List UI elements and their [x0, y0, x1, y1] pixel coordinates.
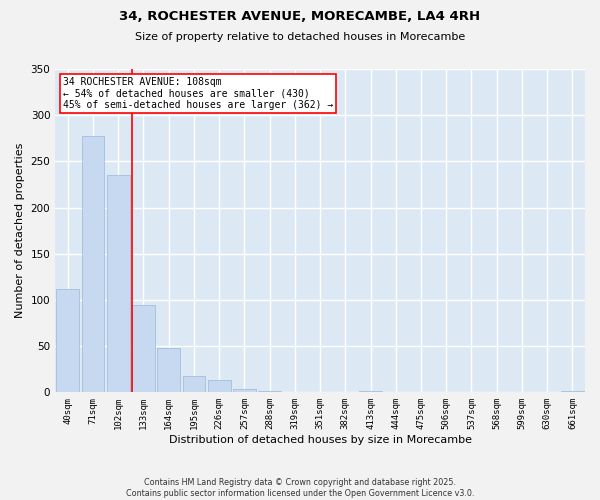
- Bar: [56, 289, 79, 393]
- Bar: [208, 380, 230, 392]
- Bar: [82, 136, 104, 392]
- X-axis label: Distribution of detached houses by size in Morecambe: Distribution of detached houses by size …: [169, 435, 472, 445]
- Bar: [182, 376, 205, 392]
- Text: Contains HM Land Registry data © Crown copyright and database right 2025.
Contai: Contains HM Land Registry data © Crown c…: [126, 478, 474, 498]
- Y-axis label: Number of detached properties: Number of detached properties: [15, 143, 25, 318]
- Bar: [157, 348, 180, 393]
- Text: Size of property relative to detached houses in Morecambe: Size of property relative to detached ho…: [135, 32, 465, 42]
- Text: 34 ROCHESTER AVENUE: 108sqm
← 54% of detached houses are smaller (430)
45% of se: 34 ROCHESTER AVENUE: 108sqm ← 54% of det…: [63, 77, 334, 110]
- Bar: [132, 304, 155, 392]
- Text: 34, ROCHESTER AVENUE, MORECAMBE, LA4 4RH: 34, ROCHESTER AVENUE, MORECAMBE, LA4 4RH: [119, 10, 481, 23]
- Bar: [233, 388, 256, 392]
- Bar: [107, 175, 130, 392]
